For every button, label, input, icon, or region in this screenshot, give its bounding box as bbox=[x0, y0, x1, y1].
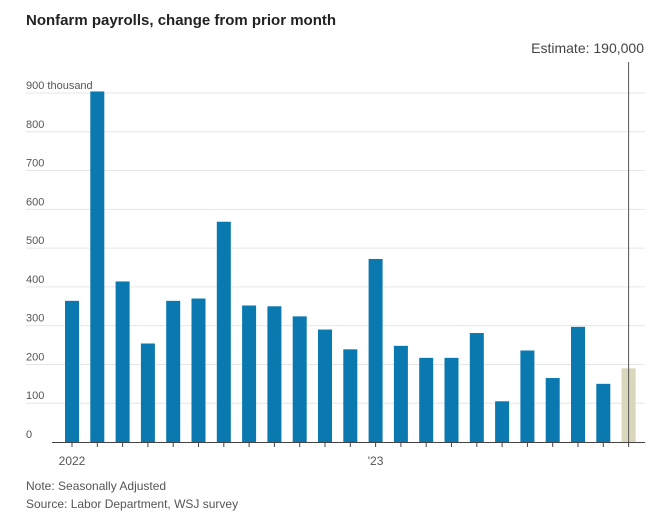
y-tick-label: 200 bbox=[26, 351, 44, 363]
y-tick-label: 400 bbox=[26, 274, 44, 286]
y-tick-label: 0 bbox=[26, 429, 32, 441]
bar bbox=[292, 316, 307, 442]
y-tick-label: 800 bbox=[26, 119, 44, 131]
bar bbox=[343, 349, 358, 442]
y-tick-label: 300 bbox=[26, 313, 44, 325]
bar bbox=[571, 326, 585, 442]
y-tick-label: 500 bbox=[26, 235, 44, 247]
x-axis: 2022 '23 bbox=[52, 442, 645, 468]
bar bbox=[368, 258, 383, 442]
x-tick-label: 2022 bbox=[59, 454, 86, 468]
y-tick-label: 900 thousand bbox=[26, 80, 93, 92]
chart-title: Nonfarm payrolls, change from prior mont… bbox=[26, 12, 337, 29]
bars bbox=[65, 91, 636, 443]
bar bbox=[65, 300, 79, 442]
bar bbox=[596, 383, 611, 442]
bar bbox=[267, 306, 282, 442]
bar bbox=[242, 305, 257, 442]
bar bbox=[393, 345, 408, 442]
bar bbox=[444, 357, 459, 442]
y-axis-ticks: 0 100 200 300 400 500 600 700 800 900 thousand bbox=[26, 80, 93, 441]
bar bbox=[469, 333, 484, 442]
bar bbox=[166, 300, 181, 442]
estimate-label: Estimate: 190,000 bbox=[531, 40, 644, 56]
bar bbox=[191, 298, 206, 442]
gridlines bbox=[26, 92, 645, 404]
y-tick-label: 700 bbox=[26, 158, 44, 170]
bar bbox=[318, 329, 332, 442]
y-tick-label: 100 bbox=[26, 390, 44, 402]
bar bbox=[115, 281, 130, 442]
x-tick-label: '23 bbox=[368, 454, 384, 468]
bar bbox=[495, 401, 510, 442]
source-text: Source: Labor Department, WSJ survey bbox=[26, 497, 239, 511]
estimate-annotation: Estimate: 190,000 bbox=[531, 40, 644, 442]
note-text: Note: Seasonally Adjusted bbox=[26, 479, 167, 493]
bar bbox=[545, 378, 560, 442]
bar bbox=[90, 91, 105, 443]
bar bbox=[520, 350, 535, 442]
bar bbox=[140, 343, 155, 442]
y-tick-label: 600 bbox=[26, 196, 44, 208]
bar bbox=[216, 221, 231, 442]
bar bbox=[419, 357, 434, 442]
